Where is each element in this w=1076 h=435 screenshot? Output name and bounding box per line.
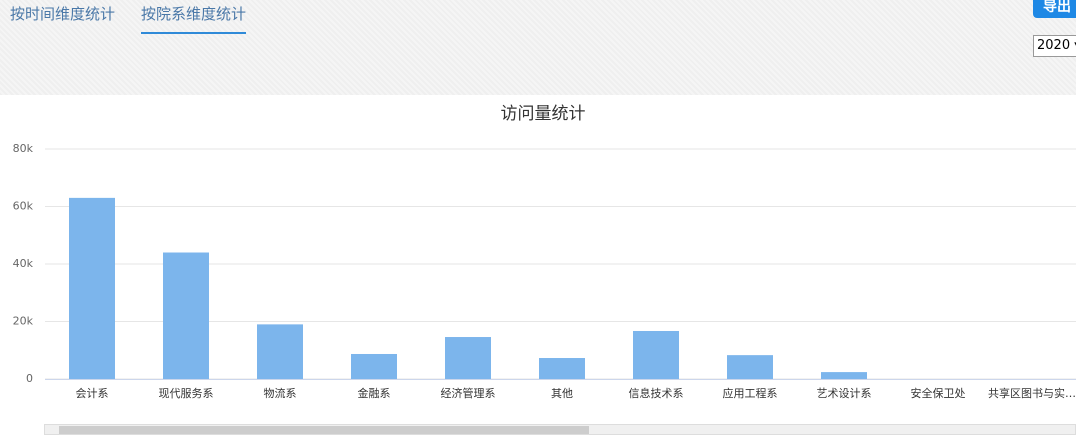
- bar: [351, 353, 397, 379]
- bar: [633, 330, 679, 379]
- x-tick-label: 现代服务系: [159, 387, 214, 400]
- x-tick-label: 信息技术系: [629, 386, 684, 400]
- x-tick-label: 共享区图书与实…: [988, 386, 1076, 400]
- y-tick-label: 0: [26, 372, 33, 385]
- x-tick-label: 安全保卫处: [911, 386, 966, 400]
- bar: [539, 358, 585, 379]
- tab-active[interactable]: 按院系维度统计: [141, 3, 247, 34]
- x-tick-label: 物流系: [264, 386, 297, 400]
- header: 按时间维度统计 按院系维度统计 导出 2020 ▾: [0, 0, 1076, 95]
- bar: [69, 197, 115, 379]
- year-value: 2020: [1037, 38, 1071, 53]
- y-tick-label: 20k: [13, 315, 34, 328]
- x-tick-label: 应用工程系: [723, 386, 778, 400]
- x-tick-label: 经济管理系: [441, 386, 496, 400]
- chart-title: 访问量统计: [501, 104, 586, 124]
- bar: [727, 355, 773, 379]
- x-tick-label: 艺术设计系: [817, 387, 872, 400]
- x-tick-label: 会计系: [76, 387, 109, 400]
- y-tick-label: 40k: [13, 257, 34, 270]
- bar: [163, 252, 209, 379]
- bar: [821, 372, 867, 379]
- scrollbar[interactable]: [44, 424, 1076, 435]
- x-tick-label: 其他: [551, 387, 573, 400]
- year-select[interactable]: 2020 ▾: [1033, 35, 1076, 57]
- y-tick-label: 60k: [13, 200, 34, 213]
- bar: [445, 337, 491, 379]
- y-tick-label: 80k: [13, 142, 34, 155]
- bar: [257, 324, 303, 379]
- export-button[interactable]: 导出: [1033, 0, 1076, 18]
- scroll-thumb[interactable]: [59, 426, 589, 434]
- tab[interactable]: 按时间维度统计: [10, 5, 116, 23]
- x-tick-label: 金融系: [358, 386, 391, 400]
- chart: 访问量统计 0 20k 40k 60k 80k 会计系 现代服务系 物流系 金融系 经济管理系 其他…: [13, 104, 1076, 400]
